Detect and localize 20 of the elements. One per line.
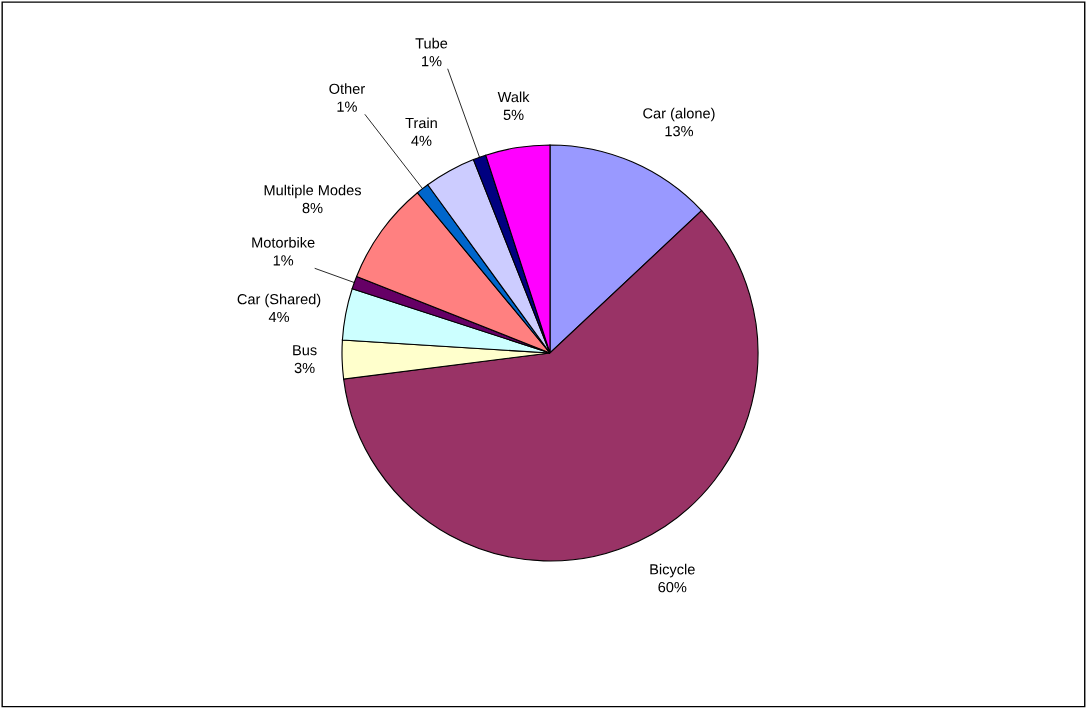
slice-label: Bicycle — [650, 563, 695, 578]
slice-label: Tube — [415, 37, 448, 49]
slice-label: Motorbike — [252, 237, 315, 248]
data-label: 60% — [658, 582, 687, 593]
slice-label: Walk — [497, 91, 530, 103]
data-label: 4% — [411, 135, 432, 146]
data-label: 4% — [268, 311, 290, 323]
data-label: 3% — [294, 362, 315, 374]
slice-label: Multiple Modes — [264, 184, 362, 199]
slice-label: Other — [329, 83, 365, 94]
legend-label: Car (Shared) — [237, 293, 321, 308]
slice-label: Bus — [293, 345, 317, 356]
slice-label: Train — [405, 117, 437, 129]
data-label: 1% — [337, 101, 357, 112]
data-label: 13% — [665, 125, 694, 137]
data-label: 8% — [302, 202, 323, 214]
data-label: 5% — [503, 109, 524, 121]
data-label: 1% — [422, 56, 442, 67]
data-label: 1% — [273, 255, 294, 266]
slice-label: Car (alone) — [643, 107, 715, 122]
